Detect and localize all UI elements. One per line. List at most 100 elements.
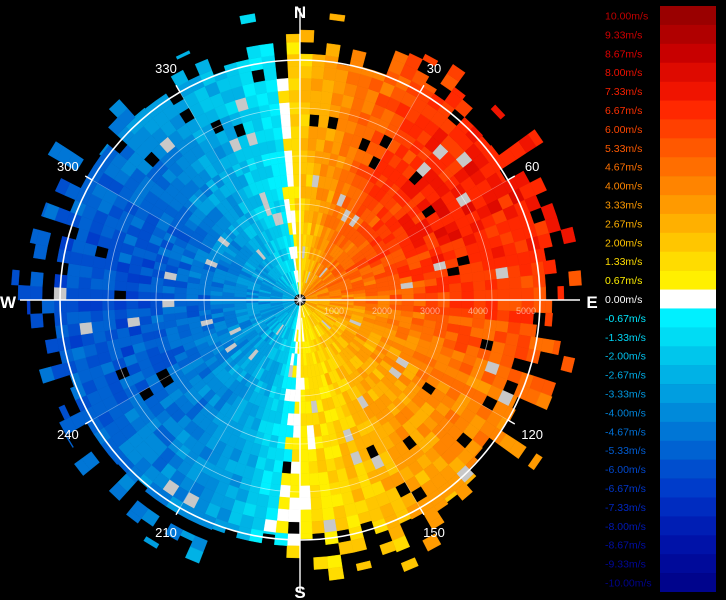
velocity-bin — [26, 299, 31, 315]
azimuth-spoke — [299, 91, 421, 301]
velocity-bin — [239, 13, 257, 25]
velocity-bin — [350, 49, 367, 63]
velocity-bin — [338, 540, 354, 556]
velocity-bin — [552, 340, 561, 356]
velocity-bin — [114, 317, 129, 330]
velocity-bin — [277, 496, 290, 510]
velocity-bin — [90, 310, 104, 323]
legend-label: -4.67m/s — [605, 426, 646, 438]
azimuth-spoke — [91, 179, 301, 301]
center-marker: ✳ — [294, 292, 306, 308]
legend-swatch — [660, 497, 716, 517]
velocity-bin — [17, 284, 31, 301]
velocity-bin — [89, 288, 103, 301]
velocity-bin — [422, 82, 437, 94]
velocity-bin — [320, 495, 334, 510]
azimuth-tick — [507, 419, 516, 425]
compass-labels: N S E W — [0, 3, 598, 600]
velocity-bin — [527, 129, 544, 147]
velocity-bin — [299, 377, 305, 391]
velocity-bin — [287, 65, 301, 79]
compass-north: N — [294, 3, 306, 22]
compass-south: S — [294, 583, 305, 600]
azimuth-tick — [419, 507, 425, 516]
velocity-bin — [448, 282, 463, 293]
velocity-bin — [78, 276, 92, 290]
velocity-bin — [137, 307, 152, 318]
legend-label: -10.00m/s — [605, 578, 652, 590]
legend-swatch — [660, 535, 716, 555]
velocity-bin — [490, 104, 506, 120]
velocity-bin — [495, 266, 510, 280]
velocity-bin — [173, 299, 187, 307]
velocity-bin — [80, 332, 95, 347]
velocity-bin — [138, 315, 153, 326]
legend-label: -5.33m/s — [605, 445, 646, 457]
velocity-bin — [287, 185, 295, 199]
legend-swatch — [660, 24, 716, 45]
velocity-bin — [508, 440, 527, 459]
legend-label: -9.33m/s — [605, 559, 646, 571]
velocity-bin — [449, 291, 463, 301]
velocity-bin — [275, 520, 289, 534]
velocity-bin — [560, 355, 576, 373]
legend-swatch — [660, 138, 716, 158]
legend-swatch — [660, 251, 716, 271]
legend-label: -0.67m/s — [605, 313, 646, 325]
velocity-bin — [425, 292, 439, 301]
velocity-bin — [400, 557, 419, 572]
velocity-bin — [38, 366, 55, 384]
velocity-bin — [299, 185, 307, 199]
velocity-bin — [277, 90, 290, 104]
velocity-bin — [307, 448, 318, 463]
velocity-bin — [292, 425, 301, 439]
velocity-bin — [299, 89, 312, 103]
legend-label: 8.67m/s — [605, 48, 642, 60]
legend-label: -3.33m/s — [605, 389, 646, 401]
velocity-bin — [299, 425, 308, 439]
velocity-bin — [246, 44, 262, 60]
legend-swatch — [660, 81, 716, 101]
velocity-bin — [285, 33, 301, 43]
azimuth-tick — [84, 175, 93, 181]
velocity-bin — [74, 458, 91, 476]
velocity-bin — [78, 310, 92, 324]
legend-label: 7.33m/s — [605, 86, 642, 98]
velocity-bin — [422, 533, 442, 552]
velocity-bin — [281, 125, 292, 140]
velocity-bin — [299, 497, 312, 511]
legend-swatch — [660, 327, 716, 347]
legend-label: 6.00m/s — [605, 124, 642, 136]
velocity-bin — [449, 299, 463, 309]
velocity-bin — [508, 276, 522, 290]
velocity-bin — [114, 308, 128, 320]
velocity-bin — [322, 67, 337, 81]
velocity-bin — [11, 269, 20, 286]
velocity-bin — [65, 434, 74, 448]
range-label: 3000 — [420, 306, 440, 316]
velocity-bin — [327, 566, 345, 581]
legend-swatch — [660, 100, 716, 120]
velocity-bin — [125, 290, 139, 301]
velocity-bin — [507, 265, 522, 279]
velocity-bin — [89, 299, 103, 312]
velocity-bin — [99, 143, 110, 156]
velocity-bin — [329, 13, 346, 22]
azimuth-label: 300 — [57, 159, 79, 174]
velocity-bin — [288, 89, 301, 103]
velocity-bin — [290, 113, 301, 127]
azimuth-spoke — [91, 299, 301, 421]
velocity-bin — [493, 256, 508, 270]
velocity-bin — [425, 285, 439, 294]
range-label: 2000 — [372, 306, 392, 316]
velocity-bin — [288, 77, 301, 91]
velocity-bin — [30, 313, 44, 329]
velocity-bin — [379, 540, 397, 556]
legend-label: 5.33m/s — [605, 143, 642, 155]
velocity-bin — [537, 232, 553, 250]
legend-label: -6.67m/s — [605, 483, 646, 495]
velocity-bin — [92, 330, 107, 344]
velocity-bin — [519, 263, 533, 278]
velocity-bin — [377, 295, 391, 301]
azimuth-spoke — [299, 299, 421, 509]
